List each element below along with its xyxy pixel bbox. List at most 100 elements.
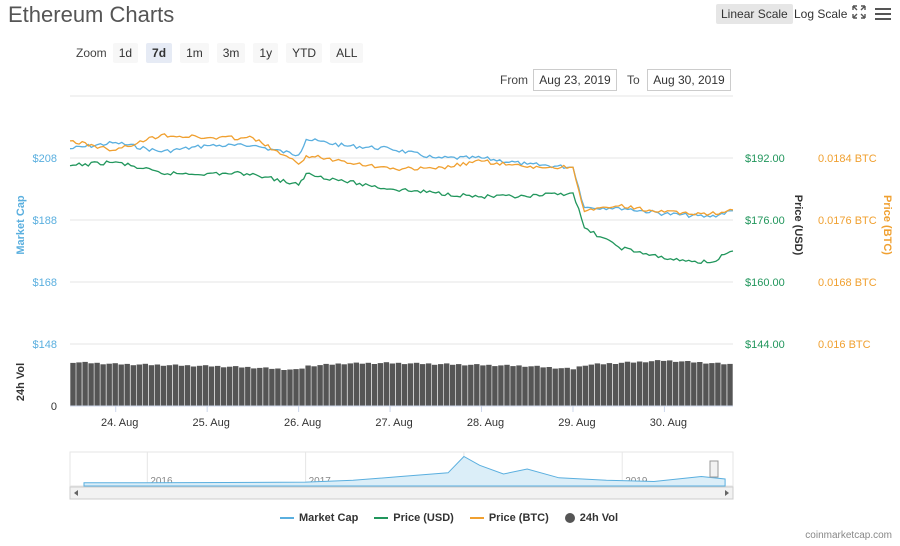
volume-bar — [462, 365, 468, 406]
volume-bar — [564, 367, 570, 406]
volume-bar — [654, 360, 661, 406]
volume-bar — [648, 361, 655, 406]
volume-bar — [82, 361, 88, 406]
volume-bar — [594, 363, 601, 406]
x-tick-label: 25. Aug — [193, 417, 230, 429]
legend-price-usd[interactable]: Price (USD) — [374, 512, 454, 524]
price-btc-tick-label: 0.0184 BTC — [818, 153, 877, 165]
volume-bar — [124, 363, 130, 406]
volume-bar — [510, 366, 516, 406]
volume-axis-title: 24h Vol — [15, 363, 27, 401]
volume-bar — [190, 366, 197, 406]
volume-bar — [293, 369, 299, 406]
market-cap-axis-title: Market Cap — [15, 195, 27, 255]
volume-bar — [419, 364, 426, 406]
volume-bar — [540, 367, 546, 406]
volume-bar — [715, 362, 721, 406]
volume-bar — [630, 362, 637, 406]
volume-bar — [142, 363, 148, 406]
volume-bar — [588, 364, 594, 406]
volume-bar — [401, 364, 408, 406]
volume-bar — [76, 362, 82, 406]
volume-bar — [389, 363, 396, 406]
volume-bar — [323, 363, 329, 406]
volume-tick-label: 0 — [51, 401, 57, 413]
volume-bar — [498, 365, 504, 406]
volume-bar — [492, 366, 498, 406]
volume-bar — [450, 364, 456, 406]
volume-bar — [154, 364, 161, 406]
volume-bar — [703, 363, 709, 406]
volume-bar — [112, 363, 118, 406]
volume-bar — [136, 364, 142, 406]
volume-bar — [305, 365, 311, 406]
hamburger-menu-icon[interactable] — [875, 7, 891, 25]
to-date-input[interactable]: Aug 30, 2019 — [647, 69, 731, 91]
volume-bar — [516, 365, 522, 406]
zoom-all-button[interactable]: ALL — [330, 43, 364, 63]
x-tick-label: 27. Aug — [375, 417, 412, 429]
volume-bar — [546, 367, 552, 406]
market-cap-line — [69, 138, 734, 219]
volume-bar — [353, 362, 359, 406]
volume-bar — [528, 366, 534, 406]
volume-bar — [383, 362, 390, 406]
from-label: From — [500, 73, 528, 87]
volume-bar — [474, 364, 480, 406]
zoom-ytd-button[interactable]: YTD — [286, 43, 323, 63]
volume-bar — [329, 364, 335, 406]
log-scale-button[interactable]: Log Scale — [794, 7, 848, 21]
volume-bar — [618, 362, 625, 406]
volume-bar — [184, 365, 191, 406]
linear-scale-button[interactable]: Linear Scale — [716, 4, 793, 24]
volume-bar — [311, 366, 317, 406]
to-label: To — [627, 73, 640, 87]
volume-bar — [88, 363, 94, 406]
zoom-1y-button[interactable]: 1y — [253, 43, 279, 63]
volume-bar — [679, 361, 685, 406]
legend-price-btc[interactable]: Price (BTC) — [469, 512, 549, 524]
volume-bar — [636, 361, 643, 406]
volume-bar — [106, 363, 112, 406]
volume-bar — [576, 366, 582, 406]
volume-bar — [299, 368, 305, 406]
volume-bar — [685, 361, 691, 406]
volume-bar — [486, 364, 492, 406]
volume-bar — [504, 364, 510, 406]
volume-bar — [287, 369, 293, 406]
volume-bar — [221, 367, 227, 406]
volume-bar — [606, 363, 613, 406]
legend-market-cap[interactable]: Market Cap — [280, 512, 358, 524]
credits-link[interactable]: coinmarketcap.com — [805, 530, 892, 541]
zoom-1m-button[interactable]: 1m — [180, 43, 209, 63]
legend-24h-vol[interactable]: 24h Vol — [564, 512, 618, 524]
price-usd-tick-label: $144.00 — [745, 339, 785, 351]
zoom-3m-button[interactable]: 3m — [216, 43, 246, 63]
legend-dot-icon — [564, 513, 575, 523]
volume-bar — [425, 363, 432, 406]
volume-bar — [468, 364, 474, 406]
price-btc-axis-title: Price (BTC) — [881, 195, 893, 255]
x-tick-label: 30. Aug — [650, 417, 687, 429]
market-cap-tick-label: $208 — [33, 153, 57, 165]
from-date-input[interactable]: Aug 23, 2019 — [533, 69, 617, 91]
zoom-7d-button[interactable]: 7d — [146, 43, 173, 63]
volume-bar — [371, 364, 378, 406]
legend-label: Market Cap — [299, 512, 359, 524]
price-usd-axis-title: Price (USD) — [792, 195, 804, 256]
volume-bar — [612, 364, 619, 406]
volume-bar — [456, 364, 462, 406]
volume-bar — [727, 363, 733, 406]
volume-bar — [407, 363, 414, 406]
volume-bar — [709, 363, 715, 406]
volume-bar — [365, 362, 371, 406]
volume-bar — [661, 360, 667, 406]
zoom-1d-button[interactable]: 1d — [112, 43, 139, 63]
volume-bar — [70, 362, 76, 406]
x-tick-label: 24. Aug — [101, 417, 138, 429]
fullscreen-icon[interactable] — [852, 5, 866, 24]
volume-bar — [377, 363, 384, 406]
volume-bar — [245, 366, 251, 406]
volume-bar — [215, 365, 221, 406]
volume-bar — [196, 365, 203, 406]
